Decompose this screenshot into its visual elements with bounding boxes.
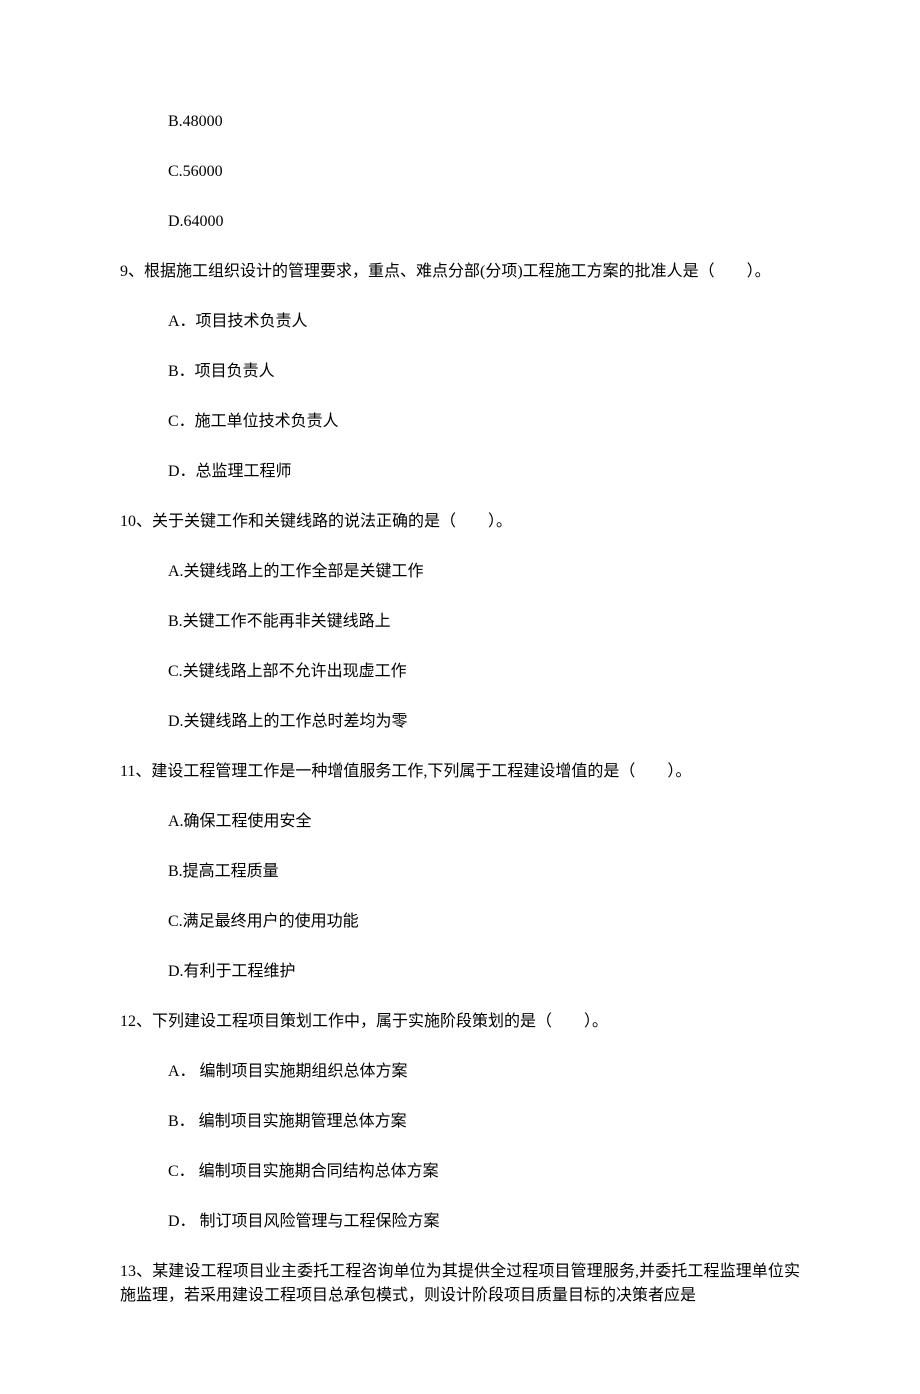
q13-text: 13、某建设工程项目业主委托工程咨询单位为其提供全过程项目管理服务,并委托工程监… [120, 1260, 800, 1308]
q11-option-b: B.提高工程质量 [168, 860, 800, 884]
q11-option-a: A.确保工程使用安全 [168, 810, 800, 834]
q11-option-c: C.满足最终用户的使用功能 [168, 910, 800, 934]
q10-option-b: B.关键工作不能再非关键线路上 [168, 610, 800, 634]
q12-text: 12、下列建设工程项目策划工作中，属于实施阶段策划的是（ ）。 [120, 1010, 800, 1034]
q8-option-c: C.56000 [168, 160, 800, 184]
q9-option-a: A．项目技术负责人 [168, 310, 800, 334]
q9-option-b: B．项目负责人 [168, 360, 800, 384]
q9-option-d: D．总监理工程师 [168, 460, 800, 484]
q8-option-d: D.64000 [168, 210, 800, 234]
q10-option-c: C.关键线路上部不允许出现虚工作 [168, 660, 800, 684]
q12-option-b: B． 编制项目实施期管理总体方案 [168, 1110, 800, 1134]
q8-option-b: B.48000 [168, 110, 800, 134]
q11-text: 11、建设工程管理工作是一种增值服务工作,下列属于工程建设增值的是（ ）。 [120, 760, 800, 784]
q9-option-c: C．施工单位技术负责人 [168, 410, 800, 434]
q12-option-c: C． 编制项目实施期合同结构总体方案 [168, 1160, 800, 1184]
q12-option-a: A． 编制项目实施期组织总体方案 [168, 1060, 800, 1084]
q9-text: 9、根据施工组织设计的管理要求，重点、难点分部(分项)工程施工方案的批准人是（ … [120, 260, 800, 284]
q10-text: 10、关于关键工作和关键线路的说法正确的是（ ）。 [120, 510, 800, 534]
q11-option-d: D.有利于工程维护 [168, 960, 800, 984]
q12-option-d: D． 制订项目风险管理与工程保险方案 [168, 1210, 800, 1234]
document-page: B.48000 C.56000 D.64000 9、根据施工组织设计的管理要求，… [0, 0, 920, 1394]
q10-option-a: A.关键线路上的工作全部是关键工作 [168, 560, 800, 584]
q10-option-d: D.关键线路上的工作总时差均为零 [168, 710, 800, 734]
